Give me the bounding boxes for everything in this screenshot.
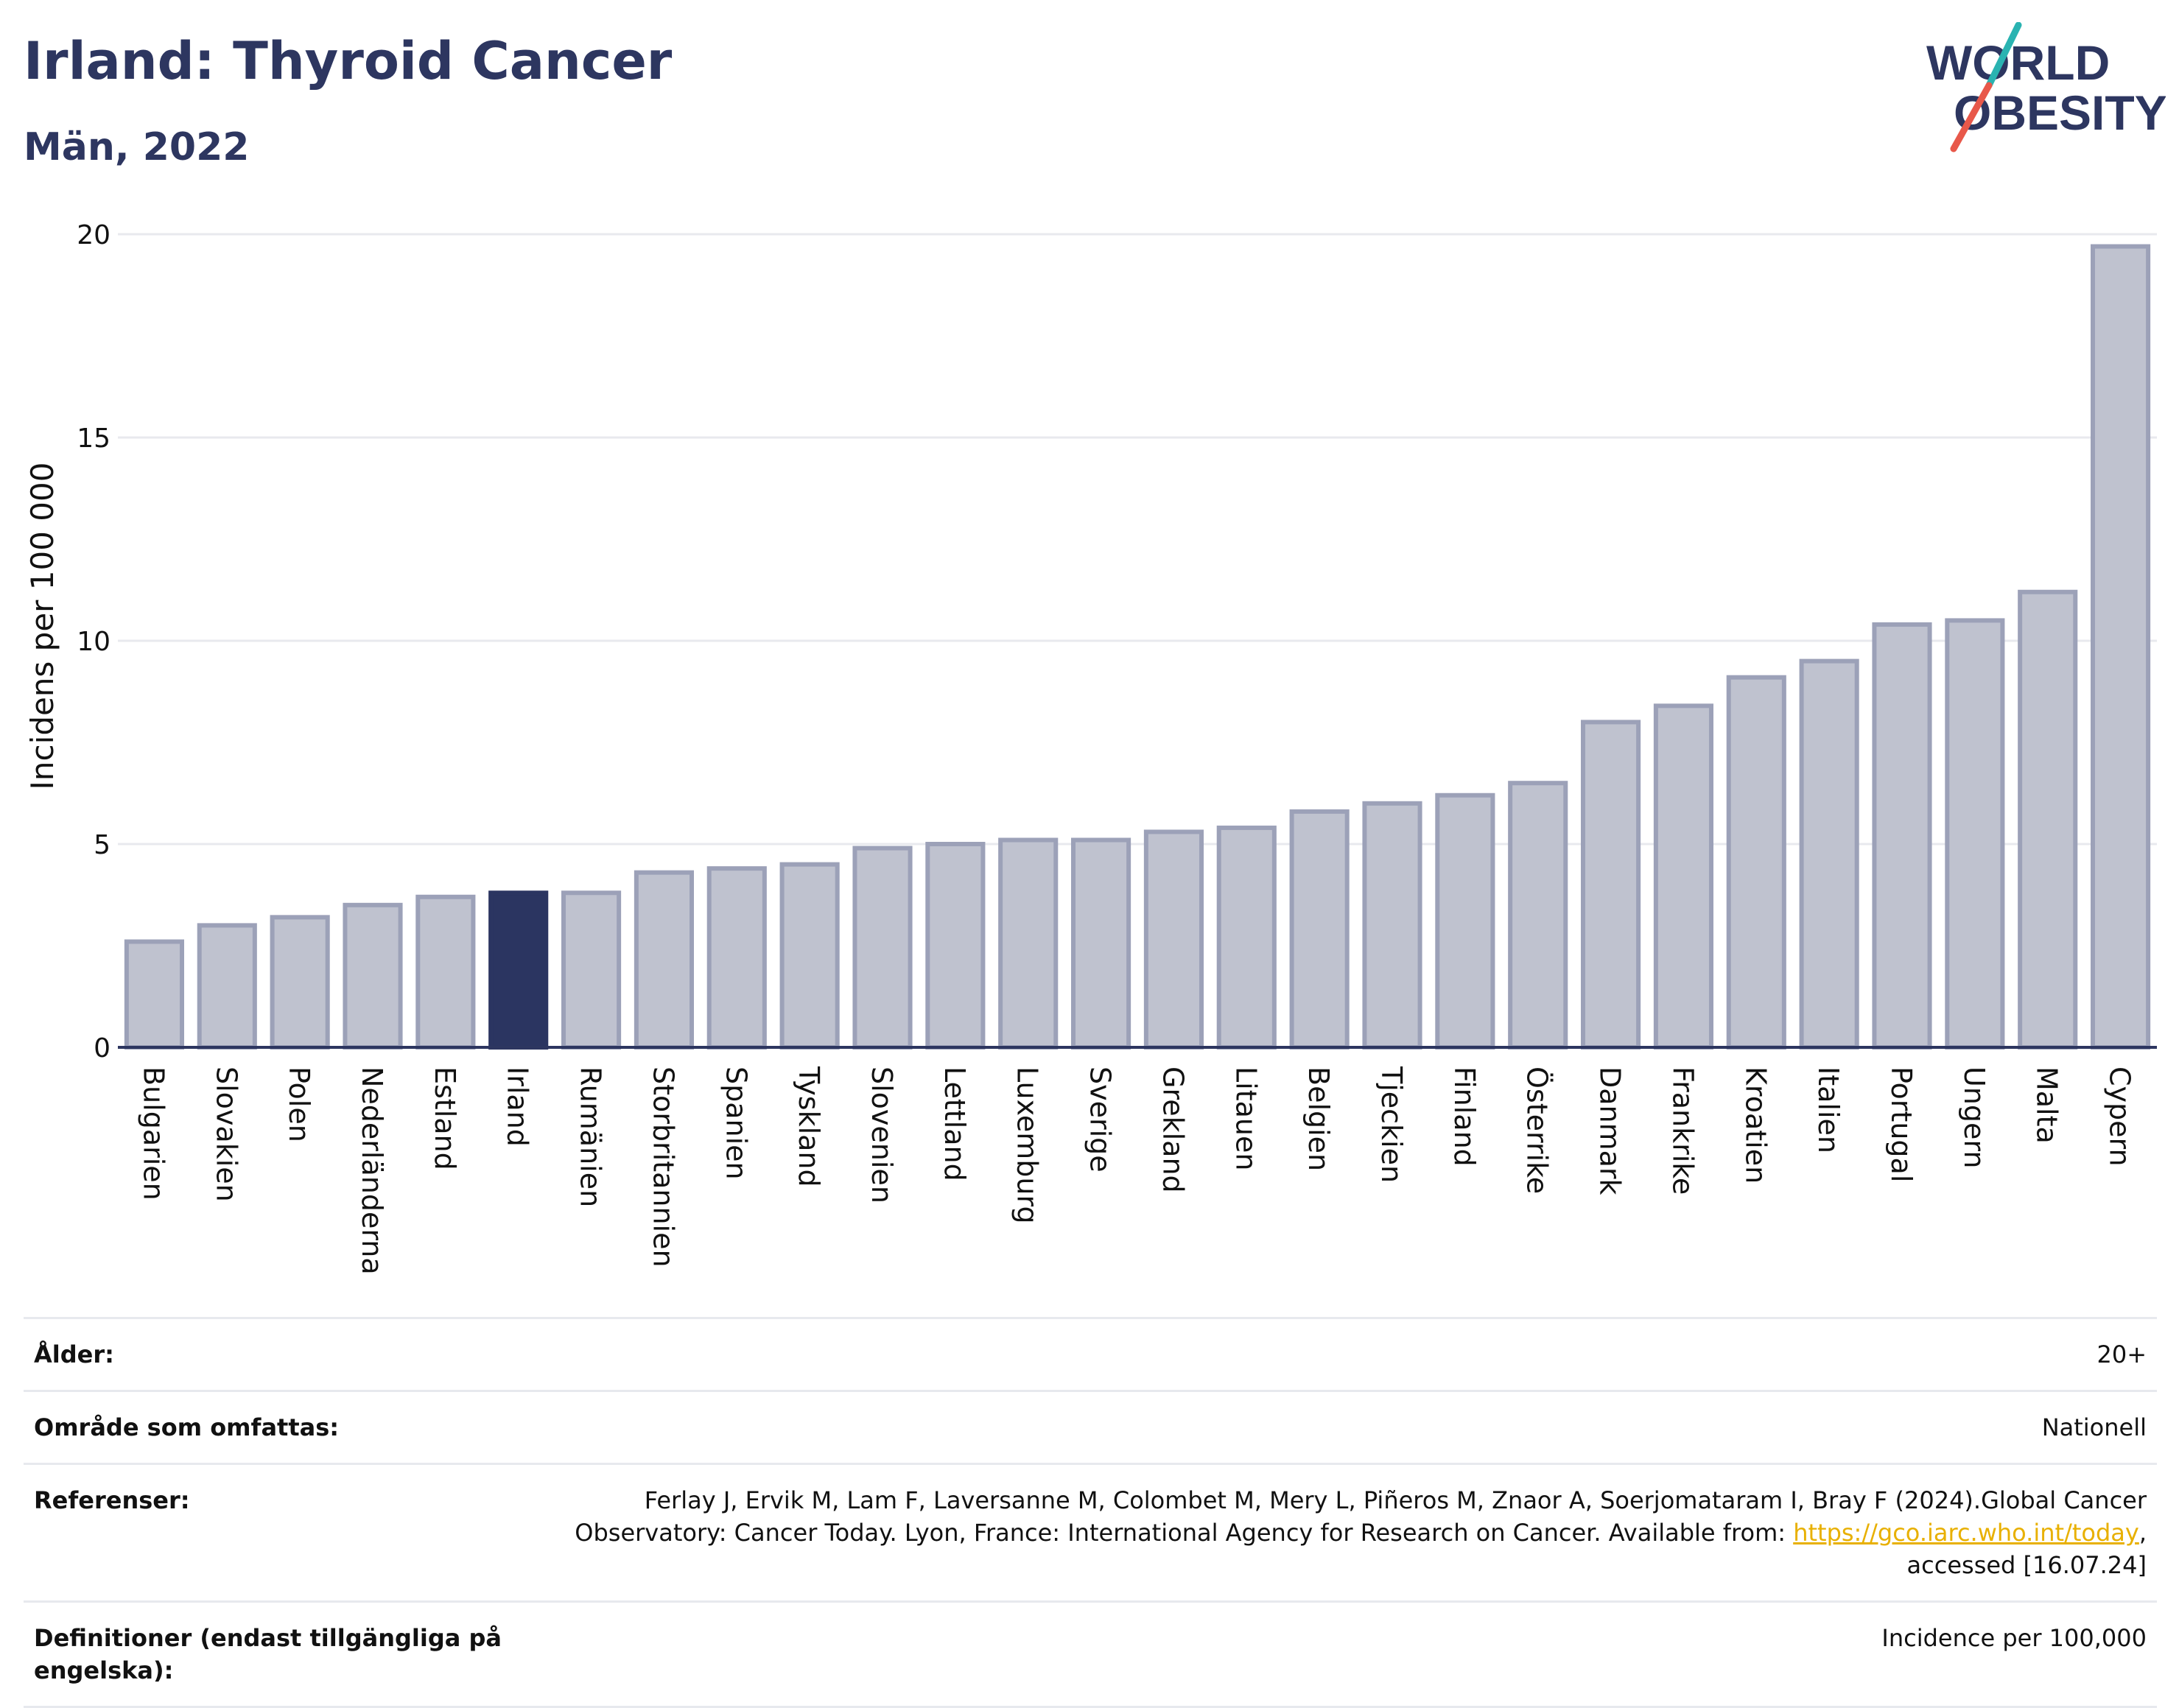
page-subtitle: Män, 2022 [24, 125, 250, 169]
world-obesity-logo: WORLD OBESITY [1926, 22, 2166, 152]
refs-link[interactable]: https://gco.iarc.who.int/today [1793, 1519, 2139, 1547]
x-tick-label: Belgien [1302, 1066, 1335, 1171]
bar-portugal [1872, 622, 1932, 1050]
bar-kroatien [1726, 675, 1786, 1050]
refs-line2: Observatory: Cancer Today. Lyon, France:… [575, 1519, 1794, 1547]
x-tick-label: Tyskland [793, 1066, 825, 1187]
meta-definitions-value: Incidence per 100,000 [1881, 1624, 2147, 1652]
refs-line1: Ferlay J, Ervik M, Lam F, Laversanne M, … [644, 1486, 2147, 1514]
x-tick-label: Danmark [1594, 1066, 1627, 1195]
bar-italien [1799, 658, 1859, 1050]
x-tick-label: Grekland [1157, 1066, 1189, 1193]
meta-row-definitions: Definitioner (endast tillgängliga på eng… [24, 1600, 2157, 1708]
x-tick-label: Slovenien [866, 1066, 898, 1203]
meta-refs-label: Referenser: [34, 1486, 190, 1514]
bar-chart: 0 5 10 15 20 Bulgarien Slovakien Polen Nederlän… [24, 220, 2157, 1275]
meta-refs-value: Ferlay J, Ervik M, Lam F, Laversanne M, … [575, 1484, 2147, 1581]
meta-row-references: Referenser: Ferlay J, Ervik M, Lam F, La… [24, 1463, 2157, 1600]
bar-luxemburg [998, 837, 1059, 1050]
x-tick-label: Estland [429, 1066, 461, 1170]
bar-slovakien [197, 923, 257, 1050]
x-tick-label: Rumänien [575, 1066, 607, 1207]
meta-row-age: Ålder: 20+ [24, 1317, 2157, 1390]
x-tick-label: Luxemburg [1011, 1066, 1044, 1224]
x-tick-label: Irland [502, 1066, 534, 1147]
x-tick-label: Italien [1812, 1066, 1845, 1153]
meta-area-value: Nationell [2041, 1413, 2147, 1441]
bar-rumänien [561, 890, 622, 1050]
bar-storbritannien [634, 870, 694, 1050]
x-tick-label: Nederländerna [356, 1066, 388, 1275]
bar-lettland [925, 842, 986, 1050]
meta-age-value: 20+ [2096, 1340, 2147, 1368]
y-tick-labels: 0 5 10 15 20 [77, 220, 110, 1064]
bar-bulgarien [124, 939, 184, 1050]
logo-line1: WORLD [1926, 35, 2110, 90]
x-tick-label: Polen [283, 1066, 315, 1142]
meta-age-label: Ålder: [34, 1340, 114, 1368]
bar-danmark [1581, 720, 1641, 1050]
x-tick-label: Spanien [720, 1066, 752, 1180]
x-tick-label: Ungern [1958, 1066, 1990, 1168]
bar-frankrike [1653, 703, 1713, 1050]
bar-malta [2018, 589, 2078, 1050]
bar-litauen [1216, 825, 1277, 1050]
bar-nederländerna [343, 902, 403, 1050]
bar-irland [488, 890, 549, 1050]
page-title: Irland: Thyroid Cancer [24, 31, 673, 91]
y-axis-label: Incidens per 100 000 [24, 463, 60, 790]
bar-tyskland [779, 862, 840, 1050]
x-tick-label: Slovakien [210, 1066, 242, 1202]
bar-österrike [1508, 781, 1568, 1050]
bar-polen [270, 915, 330, 1050]
x-tick-label: Portugal [1885, 1066, 1917, 1182]
y-tick-label: 15 [77, 424, 110, 454]
y-tick-label: 20 [77, 220, 110, 250]
bar-estland [415, 894, 476, 1050]
bar-belgien [1289, 809, 1350, 1050]
refs-line2-suffix: , [2138, 1519, 2147, 1547]
y-tick-label: 0 [94, 1033, 110, 1064]
x-tick-labels: Bulgarien Slovakien Polen Nederländerna Estl… [137, 1066, 2136, 1275]
x-tick-label: Sverige [1084, 1066, 1117, 1173]
bar-ungern [1945, 618, 2005, 1050]
logo-accent-coral [1950, 82, 1993, 152]
bar-slovenien [852, 846, 913, 1050]
bar-finland [1435, 793, 1495, 1050]
refs-line3: accessed [16.07.24] [1906, 1551, 2147, 1579]
y-tick-label: 10 [77, 627, 110, 657]
x-tick-label: Frankrike [1666, 1066, 1699, 1195]
x-tick-label: Lettland [938, 1066, 971, 1181]
bars [124, 244, 2151, 1050]
logo-line2: OBESITY [1954, 85, 2166, 140]
x-tick-label: Finland [1448, 1066, 1481, 1167]
x-tick-label: Storbritannien [647, 1066, 679, 1268]
metadata-table: Ålder: 20+ Område som omfattas: Nationel… [24, 1317, 2157, 1708]
x-tick-label: Österrike [1521, 1066, 1554, 1194]
bar-spanien [706, 866, 767, 1050]
meta-definitions-label: Definitioner (endast tillgängliga på eng… [34, 1624, 502, 1684]
meta-row-area: Område som omfattas: Nationell [24, 1390, 2157, 1463]
bar-cypern [2091, 244, 2151, 1050]
meta-area-label: Område som omfattas: [34, 1413, 340, 1441]
x-tick-label: Tjeckien [1375, 1066, 1408, 1183]
bar-tjeckien [1362, 801, 1422, 1050]
bar-sverige [1071, 837, 1131, 1050]
x-tick-label: Malta [2031, 1066, 2063, 1144]
x-tick-label: Litauen [1229, 1066, 1262, 1170]
x-tick-label: Cypern [2104, 1066, 2136, 1167]
x-tick-label: Bulgarien [137, 1066, 169, 1201]
bar-grekland [1143, 829, 1204, 1050]
x-tick-label: Kroatien [1739, 1066, 1772, 1184]
y-tick-label: 5 [94, 830, 110, 860]
logo-accent-teal [1985, 22, 2022, 89]
